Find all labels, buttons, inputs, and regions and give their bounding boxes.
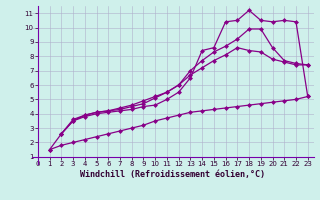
X-axis label: Windchill (Refroidissement éolien,°C): Windchill (Refroidissement éolien,°C): [80, 170, 265, 179]
